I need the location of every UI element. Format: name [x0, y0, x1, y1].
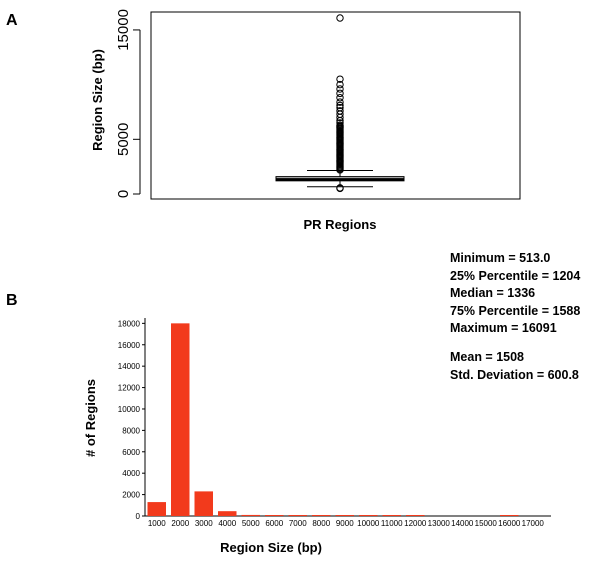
- histogram-x-tick-label: 13000: [428, 519, 451, 528]
- histogram-x-tick-label: 15000: [475, 519, 498, 528]
- boxplot-panel: 0 5000 15000 Region Size (bp) PR Regions: [90, 9, 521, 232]
- histogram-x-axis-label: Region Size (bp): [220, 540, 322, 555]
- histogram-x-tick-label: 2000: [171, 519, 189, 528]
- boxplot-outlier: [336, 184, 344, 192]
- histogram-y-tick-label: 12000: [118, 384, 141, 393]
- histogram-y-tick-label: 0: [136, 512, 141, 521]
- boxplot-outlier: [336, 101, 344, 110]
- histogram-bar: [194, 491, 213, 516]
- histogram-y-tick-label: 2000: [122, 491, 140, 500]
- boxplot-outlier: [336, 14, 344, 22]
- histogram-y-tick-label: 14000: [118, 362, 141, 371]
- stat-minimum: Minimum = 513.0: [450, 251, 550, 265]
- histogram-bar: [312, 515, 331, 516]
- boxplot-outlier: [336, 119, 344, 127]
- histogram-bar: [335, 515, 354, 516]
- histogram-y-tick-label: 6000: [122, 448, 140, 457]
- boxplot-y-tick-label: 0: [115, 190, 132, 198]
- histogram-x-tick-label: 17000: [522, 519, 545, 528]
- histogram-y-tick-label: 8000: [122, 426, 140, 435]
- panel-b-label: B: [6, 292, 18, 309]
- histogram-x-tick-label: 14000: [451, 519, 474, 528]
- boxplot-x-axis-label: PR Regions: [304, 217, 377, 232]
- histogram-y-tick-label: 18000: [118, 319, 141, 328]
- histogram-bar: [406, 515, 425, 516]
- boxplot-y-tick-label: 5000: [115, 123, 132, 156]
- histogram-y-axis-label: # of Regions: [83, 379, 98, 457]
- histogram-bar: [147, 502, 166, 516]
- histogram-x-tick-label: 8000: [312, 519, 330, 528]
- boxplot-outlier: [336, 80, 344, 89]
- histogram-x-tick-label: 3000: [195, 519, 213, 528]
- boxplot-frame: [150, 11, 521, 200]
- stat-mean: Mean = 1508: [450, 350, 524, 364]
- histogram-bar: [218, 511, 237, 516]
- histogram-y-tick-label: 4000: [122, 469, 140, 478]
- boxplot-outlier: [336, 98, 344, 106]
- histogram-bar: [241, 514, 260, 516]
- histogram-y-tick-label: 16000: [118, 341, 141, 350]
- boxplot-y-axis-label: Region Size (bp): [90, 49, 105, 151]
- boxplot-outlier: [336, 121, 344, 129]
- summary-stats: Minimum = 513.0 25% Percentile = 1204 Me…: [450, 251, 580, 382]
- stat-median: Median = 1336: [450, 286, 535, 300]
- histogram-x-tick-label: 16000: [498, 519, 521, 528]
- panel-a-label: A: [6, 12, 18, 29]
- boxplot-outlier: [336, 75, 344, 83]
- histogram-x-tick-label: 6000: [265, 519, 283, 528]
- histogram-x-tick-label: 5000: [242, 519, 260, 528]
- histogram-x-tick-label: 1000: [148, 519, 166, 528]
- histogram-bar: [382, 515, 401, 516]
- boxplot-outlier: [336, 89, 344, 98]
- histogram-x-tick-label: 7000: [289, 519, 307, 528]
- stat-std-deviation: Std. Deviation = 600.8: [450, 368, 579, 382]
- histogram-x-tick-label: 9000: [336, 519, 354, 528]
- stat-maximum: Maximum = 16091: [450, 321, 557, 335]
- boxplot-outlier: [336, 103, 344, 112]
- histogram-bar: [359, 515, 378, 516]
- stat-75-percentile: 75% Percentile = 1588: [450, 304, 580, 318]
- histogram-bar: [500, 515, 519, 516]
- histogram-y-tick-label: 10000: [118, 405, 141, 414]
- histogram-panel: 0 2000 4000 6000 8000 10000 12000 14000 16000 180…: [83, 318, 551, 555]
- histogram-x-tick-label: 12000: [404, 519, 427, 528]
- boxplot-y-tick-label: 15000: [115, 9, 132, 51]
- histogram-x-tick-label: 10000: [357, 519, 380, 528]
- histogram-x-tick-label: 4000: [218, 519, 236, 528]
- boxplot-outlier: [336, 85, 344, 93]
- histogram-bar: [288, 515, 307, 516]
- histogram-bar: [265, 515, 284, 516]
- boxplot-outlier: [336, 94, 344, 102]
- stat-25-percentile: 25% Percentile = 1204: [450, 269, 580, 283]
- histogram-x-tick-label: 11000: [381, 519, 403, 528]
- boxplot-outlier: [336, 107, 344, 115]
- histogram-bar: [171, 323, 190, 516]
